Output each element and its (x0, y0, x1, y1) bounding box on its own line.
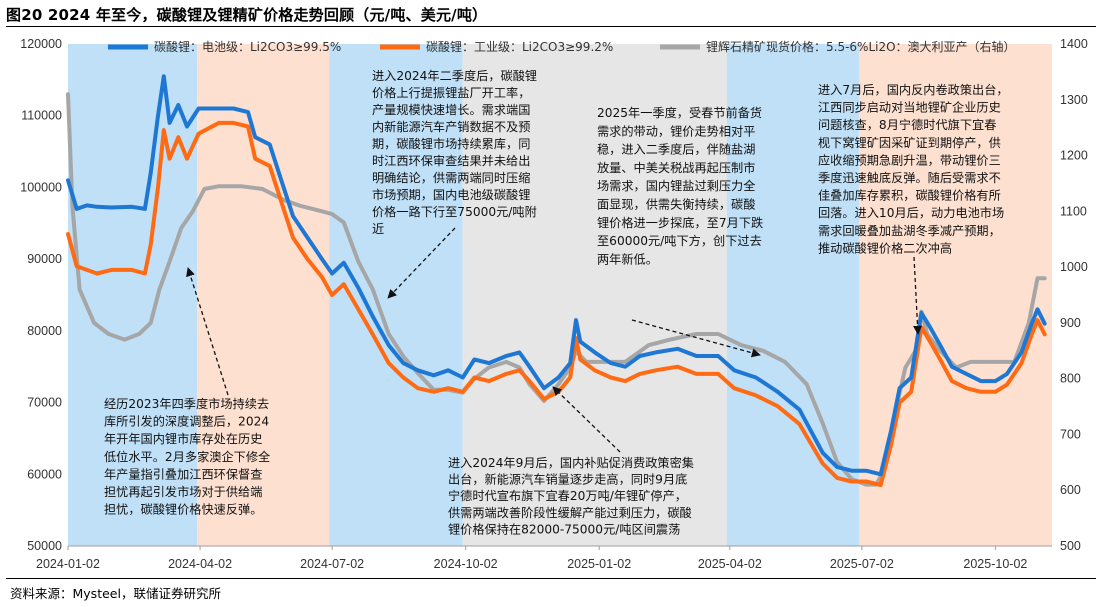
annotation-2-line: 推动碳酸锂价格二次冲高 (818, 240, 952, 255)
y-right-tick-label: 700 (1060, 427, 1081, 441)
y-right-tick-label: 1100 (1060, 204, 1087, 218)
annotation-2-line: 问题核查，8月宁德时代旗下宜春 (818, 117, 996, 132)
series-line-1 (66, 120, 1047, 487)
y-right-tick-label: 800 (1060, 372, 1081, 386)
x-tick-label: 2024-04-02 (168, 557, 232, 571)
annotation-3-line: 库所引发的深度调整后，2024 (104, 414, 269, 429)
annotation-3-line: 年产量指引叠加江西环保督查 (104, 466, 262, 481)
x-tick-label: 2025-07-02 (830, 557, 894, 571)
source-note: 资料来源：Mysteel，联储证券研究所 (10, 586, 221, 601)
annotation-2-line: 江西同步启动对当地锂矿企业历史 (818, 100, 1001, 115)
annotation-3-line: 年开年国内锂市库存处在历史 (104, 431, 262, 446)
annotation-2-line: 回落。进入10月后，动力电池市场 (818, 205, 1004, 220)
x-tick-label: 2025-10-02 (963, 557, 1027, 571)
annotation-4-line: 锂价格保持在82000-75000元/吨区间震荡 (448, 521, 680, 536)
y-left-tick-label: 90000 (27, 252, 62, 266)
y-right-tick-label: 600 (1060, 483, 1081, 497)
series-lines (66, 74, 1047, 487)
annotation-1-line: 稳，进入二季度后，伴随盐湖 (597, 142, 755, 157)
annotation-2-line: 佳叠加库存累积，碳酸锂价格有所 (818, 188, 1001, 203)
annotation-2-line: 需求回暖叠加盐湖冬季减产预期， (818, 223, 1001, 238)
annotation-0-line: 价格一路下行至75000元/吨附 (372, 204, 537, 219)
x-tick-label: 2024-07-02 (300, 557, 364, 571)
period-band-0 (68, 44, 198, 546)
annotation-1-line: 面显现，供需失衡持续，碳酸 (597, 197, 755, 212)
annotation-arrow-0 (387, 227, 456, 299)
y-left-tick-label: 110000 (21, 109, 62, 123)
annotation-1-line: 2025年一季度，受春节前备货 (597, 105, 762, 120)
axes: 50000 60000 70000 80000 90000 100000 110000 120… (20, 37, 1088, 571)
annotation-2-line: 应收缩预期急剧升温，带动锂价三 (818, 152, 1001, 167)
annotation-arrow-3 (186, 267, 229, 396)
period-bands (68, 44, 1052, 546)
annotation-1-line: 需求的带动，锂价走势相对平 (597, 123, 755, 138)
annotation-1-line: 放量、中美关税战再起压制市 (597, 160, 755, 175)
annotation-1-line: 锂价格进一步探底，至7月下跌 (597, 215, 763, 230)
legend-label-1: 碳酸锂：工业级：Li2CO3≥99.2% (426, 39, 613, 54)
y-right-tick-label: 1300 (1060, 93, 1088, 107)
legend-label-0: 碳酸锂：电池级：Li2CO3≥99.5% (154, 39, 341, 54)
y-left-tick-label: 80000 (27, 324, 62, 338)
annotation-3-line: 经历2023年四季度市场持续去 (104, 396, 269, 411)
y-left-tick-label: 60000 (27, 467, 62, 481)
chart-title: 图20 2024 年至今，碳酸锂及锂精矿价格走势回顾（元/吨、美元/吨） (6, 6, 488, 24)
annotation-1-line: 至60000元/吨下方，创下过去 (597, 233, 762, 248)
period-band-3 (462, 44, 727, 546)
y-right-tick-label: 1200 (1060, 149, 1088, 163)
annotation-2-line: 季度迅速触底反弹。随后受需求不 (818, 170, 1001, 185)
y-right-tick-label: 900 (1060, 316, 1081, 330)
annotation-3-line: 担忧，碳酸锂价格快速反弹。 (104, 502, 262, 517)
footer-rule (6, 578, 1096, 579)
annotation-4-line: 进入2024年9月后，国内补贴促消费政策密集 (448, 455, 694, 470)
annotation-0-line: 期，碳酸锂市场持续累库，同 (372, 136, 530, 151)
x-tick-label: 2025-01-02 (567, 557, 631, 571)
y-right-tick-label: 1400 (1060, 37, 1088, 51)
annotation-arrow-4 (552, 386, 621, 453)
y-left-tick-label: 50000 (27, 539, 62, 553)
y-right-tick-label: 1000 (1060, 260, 1088, 274)
annotation-arrows (186, 227, 923, 453)
y-left-tick-label: 120000 (20, 37, 62, 51)
annotation-3-line: 担忧再起引发市场对于供给端 (104, 484, 262, 499)
annotation-0-line: 市场预期，国内电池级碳酸锂 (372, 187, 530, 202)
annotation-1-line: 场需求，国内锂盐过剩压力全 (597, 178, 755, 193)
annotation-arrow-2 (913, 256, 923, 335)
legend: 碳酸锂：电池级：Li2CO3≥99.5% 碳酸锂：工业级：Li2CO3≥99.2%… (108, 39, 1016, 54)
legend-label-2: 锂辉石精矿现货价格：5.5-6%Li2O：澳大利亚产（右轴） (706, 39, 1016, 54)
annotation-4-line: 供需两端改善阶段性缓解产能过剩压力，碳酸 (448, 505, 692, 520)
lithium-price-chart: 50000 60000 70000 80000 90000 100000 110000 120… (20, 37, 1088, 571)
x-tick-label: 2024-01-02 (36, 557, 100, 571)
annotation-arrow-1 (631, 319, 761, 358)
x-tick-label: 2025-04-02 (698, 557, 762, 571)
annotation-0-line: 明确结论，供需两端同时压缩 (372, 170, 530, 185)
period-band-5 (858, 44, 1052, 546)
annotation-0-line: 近 (372, 222, 384, 236)
series-line-0 (66, 74, 1047, 477)
annotation-1-line: 两年新低。 (597, 251, 658, 266)
annotation-3-line: 低位水平。2月多家澳企下修全 (104, 449, 270, 464)
annotation-0-line: 进入2024年二季度后，碳酸锂 (372, 68, 537, 83)
x-tick-label: 2024-10-02 (434, 557, 498, 571)
annotation-4-line: 出台，新能源汽车销量逐步走高，同时9月底 (448, 472, 687, 487)
y-left-tick-label: 100000 (20, 180, 62, 194)
period-band-1 (197, 44, 330, 546)
annotation-0-line: 内新能源汽车产销数据不及预 (372, 119, 530, 134)
title-rule (6, 26, 1096, 27)
annotation-2-line: 进入7月后，国内反内卷政策出台， (818, 82, 1009, 97)
y-left-tick-label: 70000 (27, 396, 62, 410)
annotation-0-line: 时江西环保审查结果并未给出 (372, 153, 530, 168)
annotation-0-line: 价格上行提振锂盐厂开工率， (372, 85, 530, 100)
annotation-0-line: 产量规模快速增长。需求端国 (372, 102, 530, 117)
annotation-4-line: 宁德时代宣布旗下宜春20万吨/年锂矿停产， (448, 488, 687, 503)
annotation-2-line: 枧下窝锂矿因采矿证到期停产，供 (818, 135, 1001, 150)
y-right-tick-label: 500 (1060, 539, 1081, 553)
